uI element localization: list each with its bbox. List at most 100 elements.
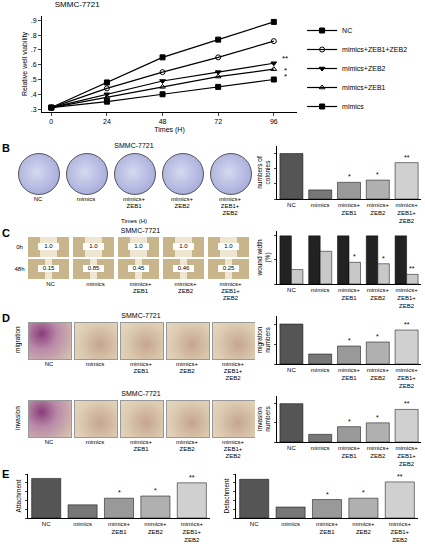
svg-text:NC: NC [287, 202, 296, 208]
html-text:SMMC-7721: SMMC-7721 [120, 227, 161, 234]
svg-text:mimics+ZEB1: mimics+ZEB1 [338, 202, 361, 216]
svg-text:mimics: mimics [73, 521, 92, 527]
html-text:ZEB1: ZEB1 [126, 203, 142, 209]
svg-text:**: ** [189, 474, 195, 481]
svg-text:Relative well viability: Relative well viability [21, 31, 29, 96]
svg-text:*: * [154, 487, 157, 494]
svg-text:mimics+ZEB1: mimics+ZEB1 [342, 84, 385, 91]
html-text:migration: migration [14, 326, 21, 354]
svg-text:mimics: mimics [281, 521, 300, 527]
svg-text:*: * [376, 414, 379, 421]
svg-text:mimics+ZEB1+ZEB2: mimics+ZEB1+ZEB2 [396, 287, 419, 309]
svg-text:NC: NC [287, 287, 296, 293]
svg-text:**: ** [404, 321, 410, 328]
svg-text:mimics+ZEB1+ZEB2: mimics+ZEB1+ZEB2 [181, 521, 204, 543]
svg-text:*: * [362, 489, 365, 496]
html-text:mimics+: mimics+ [218, 196, 242, 202]
svg-text:.7: .7 [31, 46, 37, 53]
svg-text:*: * [348, 418, 351, 425]
html-text:ZEB1+: ZEB1+ [220, 203, 240, 209]
svg-text:mimics: mimics [311, 445, 330, 451]
svg-text:*: * [353, 253, 356, 260]
svg-text:mimics+ZEB1+ZEB2: mimics+ZEB1+ZEB2 [396, 202, 419, 224]
svg-text:**: ** [409, 265, 415, 272]
svg-text:mimics: mimics [311, 287, 330, 293]
svg-text:**: ** [404, 154, 410, 161]
svg-text:*: * [118, 489, 121, 496]
svg-text:mimics+ZEB2: mimics+ZEB2 [367, 287, 390, 301]
svg-text:*: * [284, 66, 287, 75]
svg-text:Attachment: Attachment [15, 479, 22, 512]
svg-text:*: * [348, 337, 351, 344]
svg-text:mimics+ZEB1+ZEB2: mimics+ZEB1+ZEB2 [389, 521, 412, 543]
svg-text:mimics+ZEB1+ZEB2: mimics+ZEB1+ZEB2 [396, 367, 419, 389]
svg-text:Times (H): Times (H) [154, 126, 184, 134]
svg-text:.3: .3 [31, 106, 37, 113]
svg-text:NC: NC [287, 367, 296, 373]
svg-text:.6: .6 [31, 61, 37, 68]
html-text:B: B [2, 142, 10, 154]
svg-text:mimics: mimics [311, 367, 330, 373]
svg-text:*: * [382, 255, 385, 262]
svg-text:mimics+ZEB2: mimics+ZEB2 [342, 65, 385, 72]
svg-text:NC: NC [342, 27, 352, 34]
svg-text:mimics+ZEB2: mimics+ZEB2 [367, 202, 390, 216]
html-text:D: D [2, 312, 10, 324]
html-text:ZEB2: ZEB2 [222, 210, 238, 216]
svg-text:.5: .5 [31, 76, 37, 83]
svg-text:mimics+ZEB1: mimics+ZEB1 [338, 445, 361, 459]
html-text:mimics+: mimics+ [170, 196, 194, 202]
svg-text:SMMC-7721: SMMC-7721 [55, 0, 100, 9]
svg-text:mimics+ZEB1: mimics+ZEB1 [338, 287, 361, 301]
svg-text:mimics: mimics [311, 202, 330, 208]
html-text:mimics: mimics [76, 196, 96, 202]
html-text:Times (H): Times (H) [120, 218, 147, 224]
svg-text:.8: .8 [31, 32, 37, 39]
svg-text:72: 72 [214, 118, 222, 125]
svg-text:mimics+ZEB1+ZEB2: mimics+ZEB1+ZEB2 [342, 46, 407, 53]
html-text:SMMC-7721: SMMC-7721 [121, 390, 161, 397]
svg-text:*: * [326, 491, 329, 498]
svg-text:mimics+ZEB2: mimics+ZEB2 [367, 367, 390, 381]
svg-text:mimics: mimics [342, 103, 364, 110]
svg-text:mimics+ZEB2: mimics+ZEB2 [352, 521, 375, 535]
svg-text:.4: .4 [31, 91, 37, 98]
svg-text:48: 48 [159, 118, 167, 125]
svg-text:**: ** [404, 400, 410, 407]
html-text:0h: 0h [16, 244, 23, 250]
svg-text:mimics+ZEB1: mimics+ZEB1 [338, 367, 361, 381]
svg-text:*: * [348, 173, 351, 180]
svg-text:**: ** [397, 473, 403, 480]
html-text:mimics+: mimics+ [122, 196, 146, 202]
svg-text:mimics+ZEB2: mimics+ZEB2 [367, 445, 390, 459]
svg-text:**: ** [282, 54, 288, 63]
svg-text:*: * [284, 72, 287, 81]
svg-text:NC: NC [287, 445, 296, 451]
html-text:SMMC-7721: SMMC-7721 [114, 142, 154, 149]
svg-text:migrationnumbers: migrationnumbers [256, 326, 271, 353]
svg-text:mimics+ZEB1+ZEB2: mimics+ZEB1+ZEB2 [396, 445, 419, 467]
svg-text:invasionnumbers: invasionnumbers [256, 406, 271, 432]
svg-text:mimics+ZEB1: mimics+ZEB1 [316, 521, 339, 535]
svg-text:numbers ofcolonies: numbers ofcolonies [256, 156, 271, 189]
html-text:invasion: invasion [14, 406, 21, 430]
html-text:C: C [2, 227, 10, 239]
html-text:ZEB2: ZEB2 [174, 203, 190, 209]
html-text:E: E [2, 468, 10, 480]
svg-text:wound width(%): wound width(%) [256, 239, 272, 277]
svg-text:mimics+ZEB2: mimics+ZEB2 [144, 521, 167, 535]
svg-text:24: 24 [103, 118, 111, 125]
svg-text:*: * [376, 171, 379, 178]
svg-text:NC: NC [42, 521, 51, 527]
html-text:1.0: 1.0 [44, 243, 53, 249]
svg-text:.9: .9 [31, 17, 37, 24]
html-text:NC: NC [33, 196, 43, 202]
svg-text:Detachment: Detachment [223, 478, 230, 513]
svg-text:0: 0 [49, 118, 53, 125]
svg-text:mimics+ZEB1: mimics+ZEB1 [108, 521, 131, 535]
svg-text:96: 96 [270, 118, 278, 125]
html-text:A: A [2, 0, 10, 12]
svg-text:*: * [376, 333, 379, 340]
html-text:SMMC-7721: SMMC-7721 [121, 312, 161, 319]
svg-text:NC: NC [250, 521, 259, 527]
